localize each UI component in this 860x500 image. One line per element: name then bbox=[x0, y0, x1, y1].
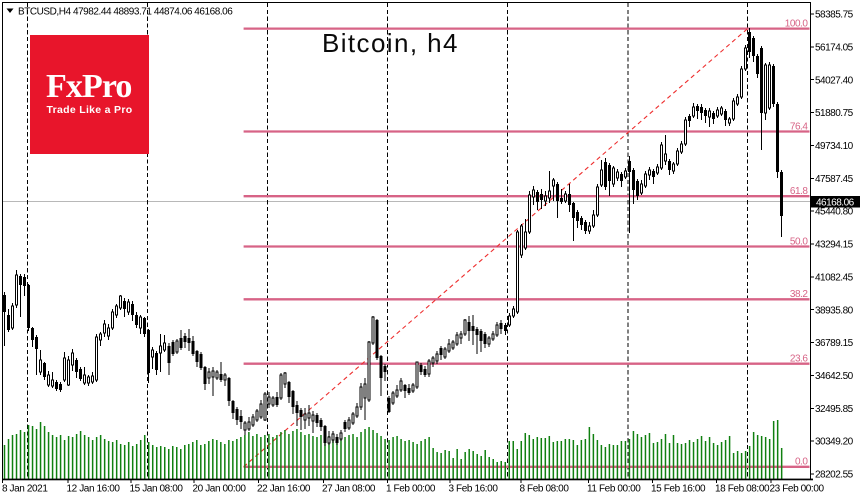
svg-text:1 Feb 00:00: 1 Feb 00:00 bbox=[386, 484, 436, 495]
svg-text:45440.80: 45440.80 bbox=[815, 207, 854, 218]
svg-text:32495.85: 32495.85 bbox=[815, 404, 854, 415]
svg-text:15 Feb 16:00: 15 Feb 16:00 bbox=[651, 484, 706, 495]
svg-text:54027.40: 54027.40 bbox=[815, 75, 854, 86]
svg-text:20 Jan 00:00: 20 Jan 00:00 bbox=[193, 484, 247, 495]
svg-text:38935.80: 38935.80 bbox=[815, 305, 854, 316]
svg-text:38.2: 38.2 bbox=[790, 289, 809, 300]
svg-text:41082.45: 41082.45 bbox=[815, 273, 854, 284]
svg-text:BTCUSD,H4 47982.44 48893.71 4: BTCUSD,H4 47982.44 48893.71 44874.06 461… bbox=[18, 7, 233, 18]
svg-text:18 Feb 08:00: 18 Feb 08:00 bbox=[715, 484, 770, 495]
svg-text:43294.15: 43294.15 bbox=[815, 240, 854, 251]
svg-text:Bitcoin, h4: Bitcoin, h4 bbox=[322, 28, 459, 58]
svg-text:58385.75: 58385.75 bbox=[815, 10, 854, 21]
svg-text:23 Feb 00:00: 23 Feb 00:00 bbox=[770, 484, 825, 495]
svg-text:34642.50: 34642.50 bbox=[815, 371, 854, 382]
svg-text:11 Feb 00:00: 11 Feb 00:00 bbox=[587, 484, 641, 495]
svg-text:56174.05: 56174.05 bbox=[815, 43, 854, 54]
svg-text:23.6: 23.6 bbox=[790, 354, 809, 365]
svg-text:Trade Like a Pro: Trade Like a Pro bbox=[47, 104, 133, 116]
svg-text:76.4: 76.4 bbox=[790, 121, 809, 132]
svg-text:49734.10: 49734.10 bbox=[815, 141, 854, 152]
svg-text:61.8: 61.8 bbox=[790, 186, 809, 197]
svg-text:47587.45: 47587.45 bbox=[815, 174, 854, 185]
svg-text:22 Jan 16:00: 22 Jan 16:00 bbox=[257, 484, 311, 495]
svg-text:8 Feb 08:00: 8 Feb 08:00 bbox=[520, 484, 570, 495]
svg-text:27 Jan 08:00: 27 Jan 08:00 bbox=[322, 484, 376, 495]
svg-text:30349.20: 30349.20 bbox=[815, 437, 854, 448]
svg-text:15 Jan 08:00: 15 Jan 08:00 bbox=[130, 484, 184, 495]
svg-text:36789.15: 36789.15 bbox=[815, 338, 854, 349]
svg-text:50.0: 50.0 bbox=[790, 236, 809, 247]
svg-text:46168.06: 46168.06 bbox=[816, 197, 855, 208]
svg-text:100.0: 100.0 bbox=[785, 18, 809, 29]
svg-text:12 Jan 16:00: 12 Jan 16:00 bbox=[67, 484, 121, 495]
svg-text:8 Jan 2021: 8 Jan 2021 bbox=[2, 484, 48, 495]
svg-text:28202.55: 28202.55 bbox=[815, 470, 854, 481]
svg-text:0.0: 0.0 bbox=[795, 457, 808, 468]
svg-text:FxPro: FxPro bbox=[46, 68, 132, 105]
svg-text:3 Feb 16:00: 3 Feb 16:00 bbox=[449, 484, 499, 495]
svg-text:51880.75: 51880.75 bbox=[815, 108, 854, 119]
